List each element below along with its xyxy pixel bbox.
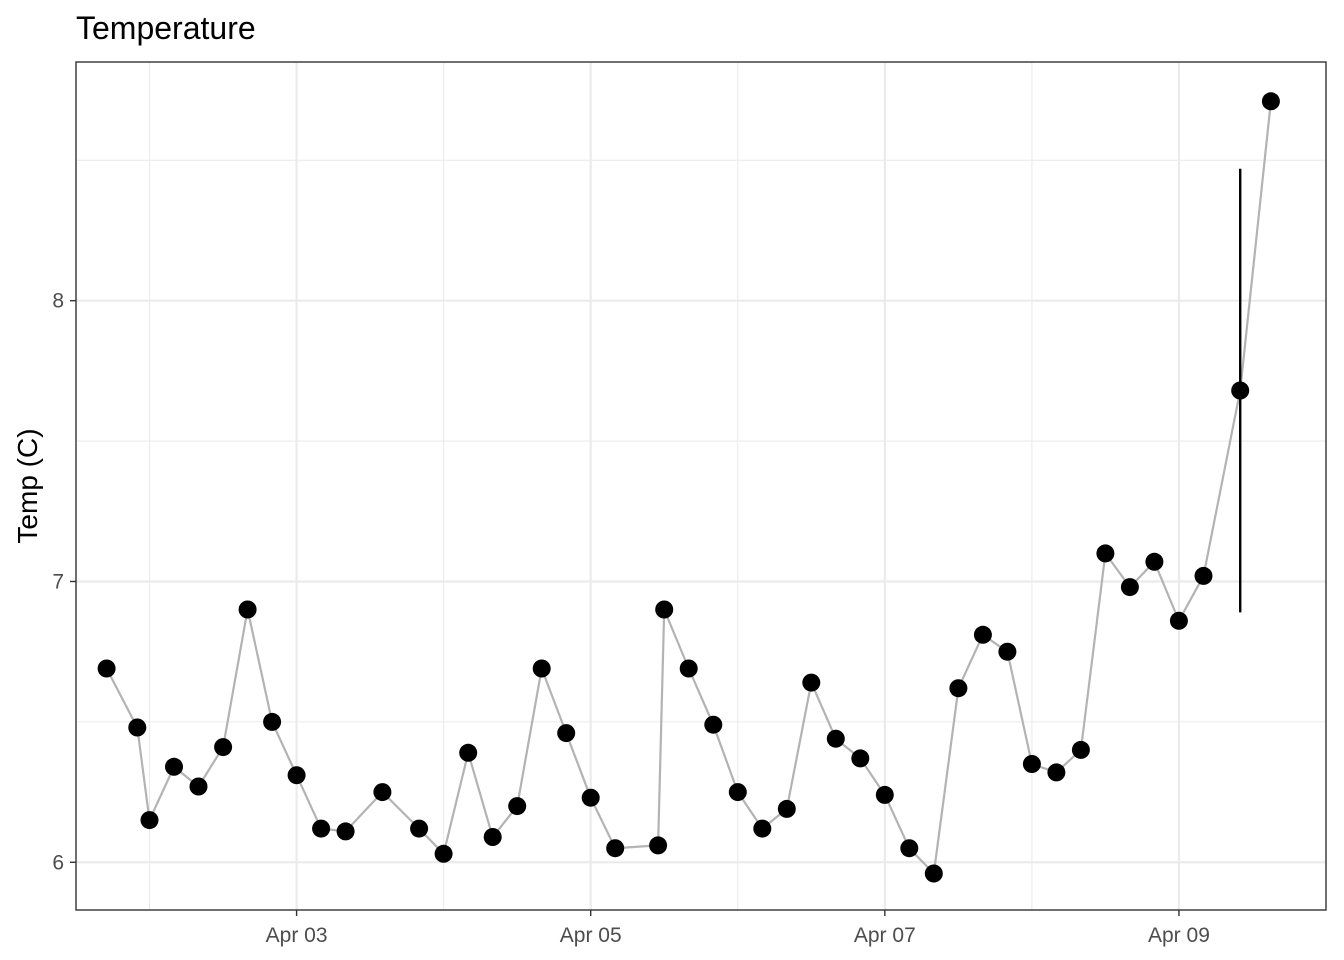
data-point [728, 783, 747, 802]
series-line-group [105, 101, 1272, 876]
data-point [851, 749, 870, 768]
data-point [238, 600, 257, 619]
x-tick-label: Apr 09 [1148, 924, 1210, 947]
data-point [459, 743, 478, 762]
data-point [336, 822, 355, 841]
data-point [1231, 381, 1250, 400]
data-point [826, 729, 845, 748]
data-point [606, 839, 625, 858]
data-point [287, 766, 306, 785]
x-tick-label: Apr 05 [560, 924, 622, 947]
data-point [410, 819, 429, 838]
gridlines [76, 62, 1326, 910]
data-point [655, 600, 674, 619]
y-axis-title: Temp (C) [12, 428, 43, 543]
data-point [1169, 611, 1188, 630]
data-point [557, 724, 576, 743]
data-point [140, 811, 159, 830]
data-point [875, 785, 894, 804]
chart-title: Temperature [76, 10, 256, 46]
series-line [105, 101, 1272, 876]
data-points [97, 92, 1280, 883]
data-point [263, 712, 282, 731]
data-point [532, 659, 551, 678]
data-point [97, 659, 116, 678]
data-point [128, 718, 147, 737]
data-point [434, 844, 453, 863]
data-point [753, 819, 772, 838]
data-point [949, 679, 968, 698]
data-point [1261, 92, 1280, 111]
data-point [1145, 552, 1164, 571]
data-point [777, 799, 796, 818]
axes: 6 7 8 Apr 03 Apr 05 Apr 07 Apr 09 [52, 290, 1210, 947]
data-point [649, 836, 668, 855]
y-tick-label: 7 [52, 570, 64, 593]
data-point [973, 625, 992, 644]
data-point [483, 828, 502, 846]
data-point [704, 715, 723, 734]
data-point [900, 839, 919, 858]
plot-panel-border [75, 61, 1327, 911]
data-point [1022, 755, 1041, 773]
data-point [802, 673, 821, 692]
y-tick-label: 6 [52, 851, 64, 874]
data-point [1071, 740, 1090, 759]
data-point [165, 757, 183, 776]
data-point [214, 738, 233, 757]
data-point [1120, 578, 1139, 597]
data-point [312, 819, 331, 838]
y-tick-label: 8 [52, 290, 64, 313]
data-point [189, 777, 208, 796]
data-point [1047, 763, 1066, 782]
data-point [998, 642, 1017, 661]
data-point [508, 797, 527, 816]
x-tick-label: Apr 03 [266, 924, 328, 947]
data-point [373, 783, 392, 802]
data-point [1194, 566, 1213, 585]
data-point [924, 864, 943, 883]
data-point [679, 659, 698, 678]
data-point [581, 788, 600, 807]
data-point [1096, 544, 1115, 563]
x-tick-label: Apr 07 [854, 924, 916, 947]
